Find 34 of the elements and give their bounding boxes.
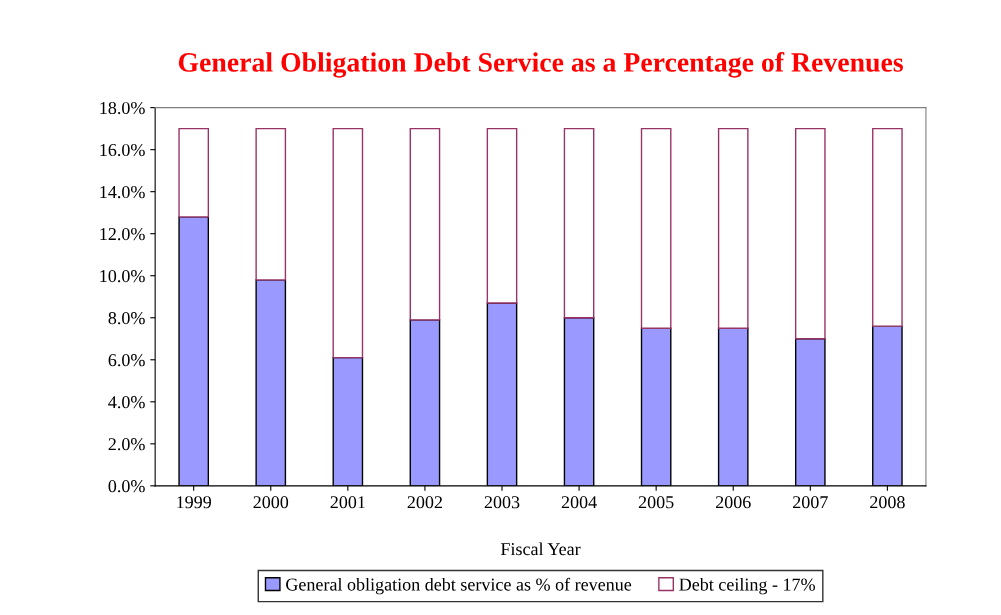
legend-label: General obligation debt service as % of revenue [286,577,632,595]
y-tick-label: 12.0% [100,227,145,241]
legend-label: Debt ceiling - 17% [679,577,815,595]
y-tick-label: 18.0% [100,101,145,115]
x-tick-label: 2005 [638,496,674,509]
x-tick-label: 2006 [715,496,751,509]
x-axis-title: Fiscal Year [500,542,581,556]
x-tick-label: 2003 [484,496,520,509]
x-tick-label: 2004 [561,496,597,509]
x-tick-label: 1999 [177,496,212,509]
bar [717,127,749,329]
y-tick-label: 16.0% [100,143,145,157]
x-tick-label: 2000 [253,496,289,509]
bar [178,127,210,218]
x-tick-label: 2002 [407,496,442,509]
bar [563,127,595,319]
y-tick-label: 10.0% [100,269,145,283]
bar [409,127,441,321]
chart-title: General Obligation Debt Service as a Percentage of Revenues [178,51,903,78]
y-tick-label: 2.0% [108,438,145,451]
bar [640,127,672,329]
x-tick-label: 2007 [793,496,828,509]
bar [255,127,287,281]
bar [486,127,518,304]
y-tick-label: 8.0% [108,312,145,325]
y-tick-label: 0.0% [108,480,145,493]
bar [332,127,364,359]
y-tick-label: 6.0% [108,354,145,367]
x-tick-label: 2008 [870,496,905,509]
x-tick-label: 2001 [330,496,365,509]
bar [794,127,826,340]
y-tick-label: 4.0% [108,396,145,409]
bar [872,127,903,327]
y-tick-label: 14.0% [100,185,145,199]
